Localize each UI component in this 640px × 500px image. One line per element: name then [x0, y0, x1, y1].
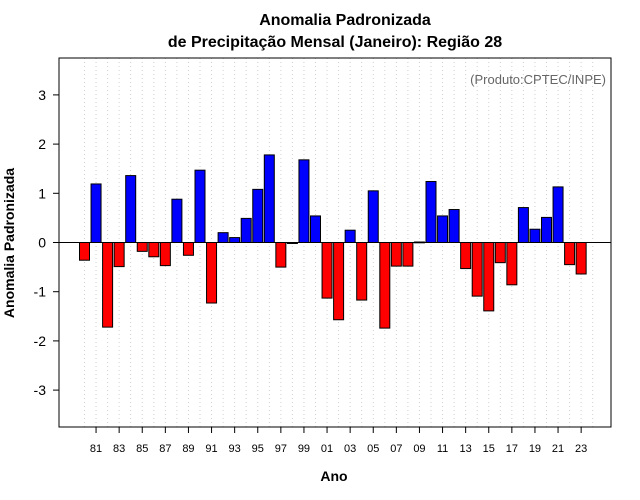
x-tick-label: 19 — [529, 443, 541, 455]
x-tick-label: 07 — [390, 443, 402, 455]
x-tick-label: 23 — [575, 443, 587, 455]
x-tick-label: 93 — [229, 443, 241, 455]
bar-1992 — [217, 232, 229, 244]
bar-1989 — [182, 242, 194, 256]
bar-2015 — [483, 242, 495, 312]
bar-2020 — [541, 216, 552, 244]
y-tick-label: -3 — [34, 382, 47, 398]
x-tick-label: 11 — [437, 443, 448, 455]
bar-1987 — [159, 242, 171, 267]
x-tick-label: 13 — [460, 443, 472, 455]
bar-1993 — [229, 237, 241, 244]
bar-1983 — [113, 242, 125, 268]
bar-1985 — [136, 242, 148, 252]
bar-2003 — [344, 229, 356, 243]
y-tick-label: 1 — [38, 185, 46, 201]
bar-2021 — [552, 186, 564, 244]
y-tick-label: 0 — [38, 235, 46, 251]
bar-1995 — [252, 188, 264, 243]
bar-1982 — [102, 242, 114, 328]
bar-2010 — [425, 180, 437, 244]
x-tick-label: 01 — [321, 443, 333, 455]
bar-2006 — [379, 242, 391, 329]
bar-2008 — [402, 242, 414, 267]
bar-1984 — [125, 175, 137, 243]
bar-1999 — [298, 159, 310, 243]
x-tick-label: 91 — [205, 443, 217, 455]
x-tick-label: 95 — [252, 443, 264, 455]
x-tick-label: 05 — [367, 443, 379, 455]
bar-2018 — [517, 207, 529, 243]
bar-2004 — [356, 242, 368, 301]
source-annotation: (Produto:CPTEC/INPE) — [470, 72, 606, 87]
bar-1991 — [206, 242, 218, 304]
bar-1986 — [148, 242, 160, 258]
x-tick-label: 99 — [298, 443, 310, 455]
bar-2016 — [494, 242, 506, 264]
x-tick-label: 87 — [159, 443, 171, 455]
x-tick-label: 15 — [483, 443, 495, 455]
bar-1997 — [275, 242, 287, 268]
x-tick-label: 81 — [90, 443, 102, 455]
bar-2002 — [333, 242, 345, 321]
bar-1981 — [90, 183, 102, 243]
x-tick-label: 03 — [344, 443, 356, 455]
y-tick-label: -2 — [34, 333, 47, 349]
bar-1994 — [240, 217, 252, 243]
bar-1980 — [79, 242, 90, 261]
bar-1990 — [194, 169, 206, 243]
bars — [79, 154, 587, 329]
bar-2023 — [575, 242, 587, 275]
x-axis: 81 83 85 87 89 91 93 95 97 99 01 03 05 07 09 11 13 15 17 19… — [90, 427, 587, 455]
bar-2013 — [460, 242, 472, 270]
x-axis-label: Ano — [320, 468, 347, 484]
bar-2005 — [367, 190, 379, 243]
bar-2000 — [310, 215, 321, 244]
x-tick-label: 97 — [275, 443, 287, 455]
bar-2007 — [390, 242, 402, 267]
x-tick-label: 89 — [182, 443, 194, 455]
x-tick-label: 17 — [506, 443, 518, 455]
bar-2012 — [448, 209, 460, 243]
bar-2017 — [506, 242, 518, 286]
chart-title-line1: Anomalia Padronizada — [259, 12, 431, 29]
x-tick-label: 21 — [552, 443, 564, 455]
y-tick-label: 2 — [38, 136, 46, 152]
y-axis-label: Anomalia Padronizada — [1, 168, 17, 318]
y-axis: -3 -2 -1 0 1 2 3 — [34, 87, 59, 398]
y-tick-label: -1 — [34, 284, 47, 300]
bar-2019 — [529, 228, 541, 244]
chart-title-line2: de Precipitação Mensal (Janeiro): Região… — [168, 34, 502, 51]
bar-2014 — [471, 242, 483, 297]
bar-2011 — [437, 215, 449, 244]
bar-1996 — [263, 154, 275, 243]
y-tick-label: 3 — [38, 87, 46, 103]
bar-2022 — [564, 242, 576, 266]
bar-1988 — [171, 198, 183, 243]
x-tick-label: 85 — [136, 443, 148, 455]
bar-2001 — [321, 242, 333, 299]
x-tick-label: 83 — [113, 443, 125, 455]
x-tick-label: 09 — [413, 443, 425, 455]
